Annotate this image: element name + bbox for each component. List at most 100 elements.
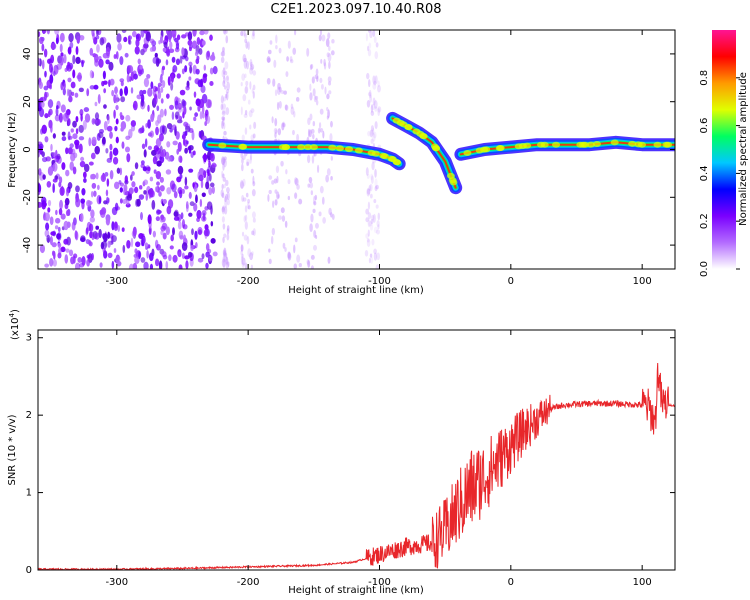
noise-speck [88, 137, 92, 147]
noise-speck [119, 198, 123, 204]
noise-speck-faint [375, 184, 379, 190]
noise-speck [197, 257, 204, 263]
noise-speck [170, 234, 174, 242]
noise-speck [161, 222, 168, 230]
snr-x-tick-label: 100 [633, 577, 652, 588]
noise-speck [155, 147, 161, 155]
noise-speck-faint [328, 81, 332, 86]
noise-speck-faint [242, 54, 247, 63]
noise-speck [94, 101, 98, 107]
noise-speck-faint [221, 216, 225, 223]
noise-speck-faint [292, 47, 297, 55]
noise-speck [199, 30, 205, 36]
noise-speck [205, 181, 210, 190]
noise-speck [67, 47, 72, 55]
noise-speck-faint [249, 66, 254, 71]
noise-speck-faint [309, 64, 313, 71]
noise-speck-faint [290, 106, 295, 115]
ridge-blob [354, 147, 363, 154]
noise-speck [143, 261, 149, 269]
noise-speck [192, 30, 197, 37]
noise-speck-faint [313, 95, 317, 103]
noise-speck-faint [373, 80, 377, 86]
noise-speck-faint [319, 30, 323, 36]
noise-speck [188, 191, 192, 199]
spectrogram-noise [38, 30, 382, 269]
noise-speck [129, 187, 135, 195]
noise-speck-faint [240, 255, 244, 265]
noise-speck [144, 242, 149, 248]
noise-speck [149, 38, 155, 44]
spectrogram-x-axis-title: Height of straight line (km) [288, 285, 424, 296]
noise-speck [95, 35, 100, 40]
noise-speck-faint [309, 182, 314, 189]
noise-speck-faint [222, 173, 225, 178]
spectrogram-ridge [202, 111, 675, 195]
noise-speck [124, 52, 129, 58]
noise-speck [52, 230, 56, 237]
noise-speck [47, 58, 52, 64]
noise-speck-faint [226, 75, 229, 81]
noise-speck [74, 92, 79, 98]
noise-speck [155, 126, 159, 136]
noise-speck-faint [375, 42, 379, 48]
snr-y-tick-label: 0 [26, 565, 32, 576]
noise-speck-faint [251, 251, 254, 256]
ridge-blob [475, 147, 484, 154]
noise-speck [54, 155, 60, 163]
noise-speck [201, 112, 205, 119]
ridge-blob [328, 144, 337, 151]
noise-speck [119, 167, 123, 176]
noise-speck [120, 127, 124, 132]
noise-speck-faint [326, 168, 331, 176]
noise-speck-faint [369, 94, 373, 103]
noise-speck-faint [366, 187, 371, 197]
noise-speck-faint [296, 133, 300, 142]
noise-speck-faint [307, 154, 311, 164]
noise-speck [140, 212, 143, 221]
noise-speck-faint [285, 169, 288, 175]
noise-speck [195, 68, 200, 75]
noise-speck [126, 153, 131, 163]
noise-speck [99, 262, 103, 268]
noise-speck [184, 255, 190, 260]
noise-speck-faint [226, 191, 230, 201]
noise-speck [176, 34, 181, 41]
noise-speck [75, 185, 80, 193]
noise-speck [86, 88, 90, 97]
noise-speck-faint [224, 196, 227, 203]
noise-speck-faint [240, 82, 243, 87]
noise-speck [201, 40, 206, 46]
noise-speck [61, 136, 67, 142]
noise-speck [149, 176, 154, 182]
noise-speck [107, 114, 110, 125]
ridge-blob [380, 153, 389, 160]
noise-speck [155, 170, 162, 180]
noise-speck [47, 199, 52, 207]
noise-speck [90, 152, 96, 160]
noise-speck-faint [245, 41, 249, 49]
noise-speck [63, 82, 66, 90]
noise-speck-faint [225, 35, 229, 44]
noise-speck [156, 105, 160, 112]
noise-speck [130, 120, 137, 127]
noise-speck-faint [309, 113, 313, 121]
ridge-blob [518, 143, 527, 150]
noise-speck-faint [374, 121, 378, 130]
colorbar-gradient [712, 30, 736, 269]
snr-y-multiplier: (x104) [8, 309, 21, 340]
noise-speck-faint [222, 223, 226, 230]
noise-speck-faint [221, 103, 226, 110]
snr-y-tick-label: 2 [26, 410, 32, 421]
noise-speck-faint [220, 103, 224, 111]
noise-speck-faint [244, 38, 248, 44]
noise-speck [177, 165, 184, 175]
noise-speck [109, 78, 115, 86]
noise-speck [156, 160, 162, 167]
noise-speck [149, 47, 154, 52]
noise-speck [193, 91, 197, 98]
noise-speck [83, 177, 87, 183]
noise-speck-faint [221, 120, 224, 129]
noise-speck-faint [277, 194, 280, 199]
